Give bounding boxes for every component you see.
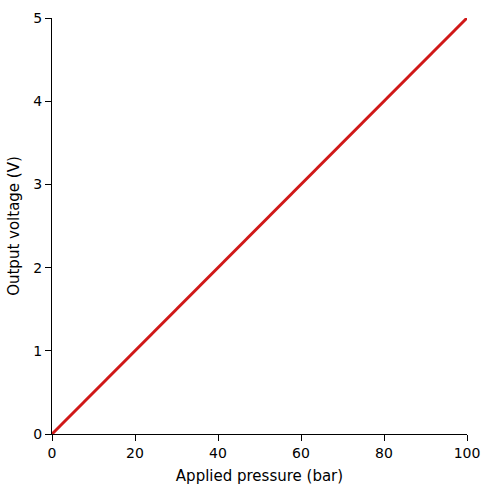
svg-text:20: 20	[126, 445, 144, 461]
svg-text:0: 0	[48, 445, 57, 461]
svg-text:2: 2	[33, 260, 42, 276]
svg-text:4: 4	[33, 93, 42, 109]
svg-text:60: 60	[292, 445, 310, 461]
svg-text:5: 5	[33, 10, 42, 26]
svg-text:40: 40	[209, 445, 227, 461]
svg-text:1: 1	[33, 343, 42, 359]
svg-text:0: 0	[33, 426, 42, 442]
svg-text:100: 100	[454, 445, 481, 461]
svg-text:80: 80	[375, 445, 393, 461]
svg-text:Applied pressure (bar): Applied pressure (bar)	[176, 467, 343, 485]
svg-text:Output voltage (V): Output voltage (V)	[5, 156, 23, 296]
svg-text:3: 3	[33, 176, 42, 192]
